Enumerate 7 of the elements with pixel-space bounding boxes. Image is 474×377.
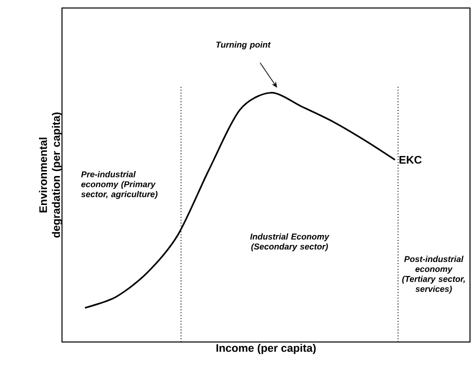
y-axis-title: Environmental degradation (per capita) (38, 112, 62, 238)
text: Turning point (216, 41, 271, 50)
x-axis-title: Income (per capita) (216, 344, 316, 354)
annotation: Pre-industrial economy (Primary sector, agriculture) (81, 171, 158, 199)
annotation: Industrial Economy (Secondary sector) (250, 233, 330, 252)
annotation: Post-industrial economy (Tertiary sector, services) (402, 256, 465, 294)
series-label: EKC (400, 156, 422, 164)
